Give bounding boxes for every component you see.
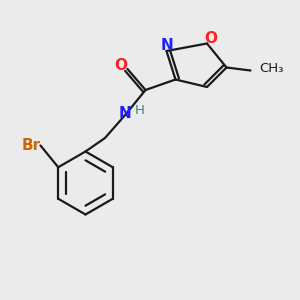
- Text: Br: Br: [22, 138, 41, 153]
- Text: O: O: [114, 58, 128, 74]
- Text: H: H: [135, 104, 144, 117]
- Text: CH₃: CH₃: [259, 62, 283, 76]
- Text: O: O: [204, 31, 217, 46]
- Text: N: N: [119, 106, 132, 122]
- Text: N: N: [160, 38, 173, 53]
